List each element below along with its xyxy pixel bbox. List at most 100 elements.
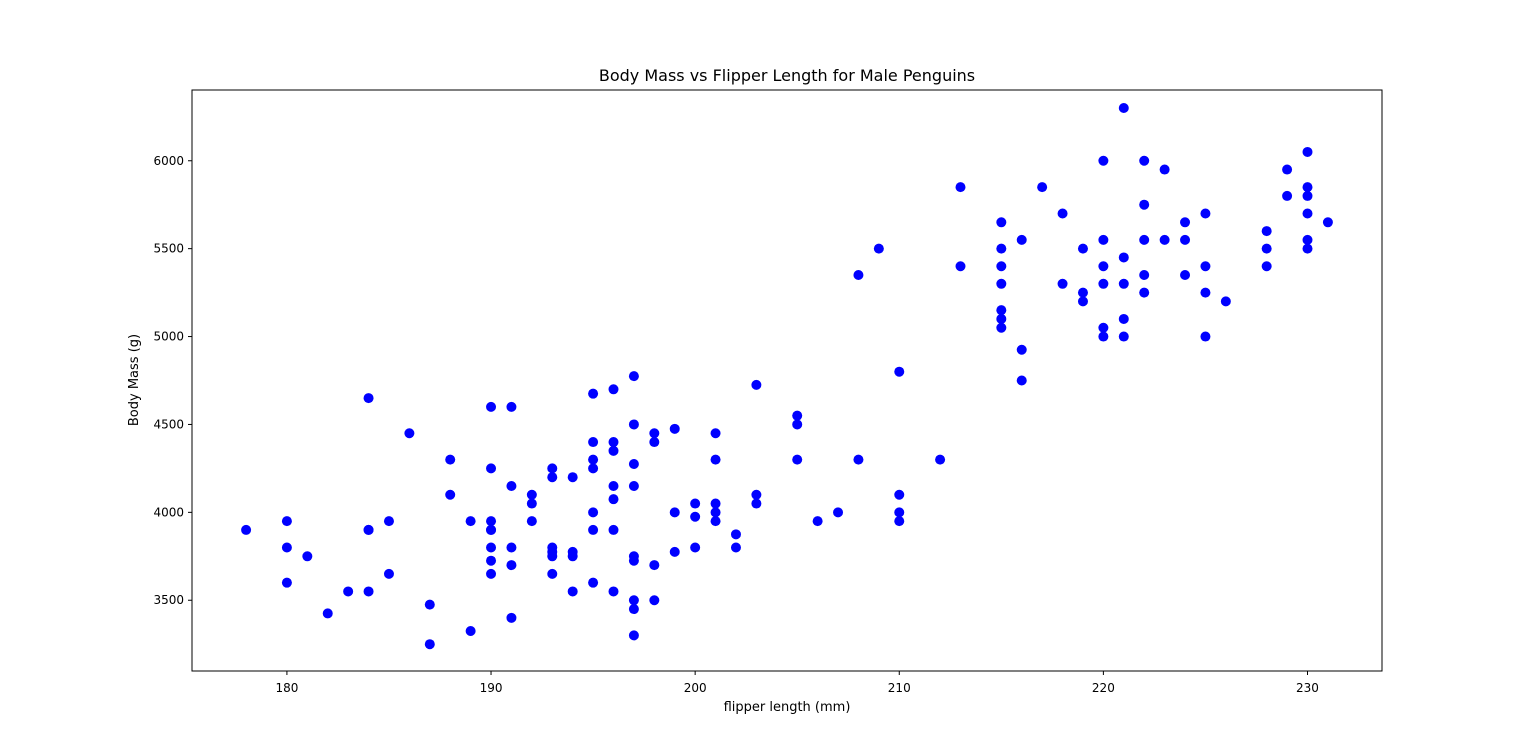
data-point xyxy=(710,516,721,527)
data-point xyxy=(935,454,946,465)
data-point xyxy=(669,507,680,518)
data-point xyxy=(1098,261,1109,272)
x-tick-label: 180 xyxy=(275,681,298,695)
data-point xyxy=(486,568,497,579)
data-point xyxy=(608,524,619,535)
data-point xyxy=(1118,331,1129,342)
data-point xyxy=(1200,208,1211,219)
data-point xyxy=(996,322,1007,333)
data-point xyxy=(1282,190,1293,201)
data-point xyxy=(1118,278,1129,289)
data-point xyxy=(792,454,803,465)
data-point xyxy=(322,608,333,619)
data-point xyxy=(1098,234,1109,245)
points-layer xyxy=(241,103,1333,650)
data-point xyxy=(363,393,374,404)
data-point xyxy=(567,551,578,562)
y-tick-label: 4500 xyxy=(153,417,184,431)
data-point xyxy=(730,529,741,540)
data-point xyxy=(1200,331,1211,342)
data-point xyxy=(1098,331,1109,342)
data-point xyxy=(1139,155,1150,166)
data-point xyxy=(608,384,619,395)
data-point xyxy=(424,599,435,610)
data-point xyxy=(588,454,599,465)
y-tick-label: 4000 xyxy=(153,505,184,519)
data-point xyxy=(1302,182,1313,193)
data-point xyxy=(792,419,803,430)
y-axis-label: Body Mass (g) xyxy=(127,334,142,426)
data-point xyxy=(1159,234,1170,245)
data-point xyxy=(506,542,517,553)
data-point xyxy=(628,480,639,491)
data-point xyxy=(1139,287,1150,298)
data-point xyxy=(588,463,599,474)
data-point xyxy=(649,595,660,606)
data-point xyxy=(547,472,558,483)
data-point xyxy=(486,463,497,474)
data-point xyxy=(853,270,864,281)
data-point xyxy=(241,524,252,535)
data-point xyxy=(526,498,537,509)
data-point xyxy=(506,612,517,623)
data-point xyxy=(1139,199,1150,210)
data-point xyxy=(465,516,476,527)
data-point xyxy=(1302,146,1313,157)
data-point xyxy=(996,278,1007,289)
data-point xyxy=(608,480,619,491)
data-point xyxy=(1180,217,1191,228)
data-point xyxy=(608,437,619,448)
data-point xyxy=(486,516,497,527)
data-point xyxy=(996,261,1007,272)
data-point xyxy=(588,577,599,588)
data-point xyxy=(812,516,823,527)
data-point xyxy=(445,489,456,500)
data-point xyxy=(526,489,537,500)
data-point xyxy=(588,437,599,448)
data-point xyxy=(404,428,415,439)
data-point xyxy=(1118,252,1129,263)
data-point xyxy=(343,586,354,597)
data-point xyxy=(751,498,762,509)
data-point xyxy=(894,516,905,527)
data-point xyxy=(669,423,680,434)
data-point xyxy=(649,428,660,439)
data-point xyxy=(1016,234,1027,245)
data-point xyxy=(608,494,619,505)
data-point xyxy=(363,524,374,535)
data-point xyxy=(628,595,639,606)
x-tick-label: 210 xyxy=(888,681,911,695)
data-point xyxy=(1159,164,1170,175)
data-point xyxy=(588,507,599,518)
data-point xyxy=(730,542,741,553)
data-point xyxy=(894,489,905,500)
data-point xyxy=(1098,155,1109,166)
data-point xyxy=(690,542,701,553)
data-point xyxy=(649,437,660,448)
data-point xyxy=(486,401,497,412)
data-point xyxy=(547,568,558,579)
x-axis-label: flipper length (mm) xyxy=(724,700,851,715)
data-point xyxy=(486,524,497,535)
data-point xyxy=(1302,190,1313,201)
data-point xyxy=(1220,296,1231,307)
data-point xyxy=(996,217,1007,228)
data-point xyxy=(710,498,721,509)
x-ticks: 180 190 200 210 220 230 xyxy=(275,671,1319,695)
data-point xyxy=(628,555,639,566)
data-point xyxy=(628,419,639,430)
data-point xyxy=(1302,208,1313,219)
data-point xyxy=(608,445,619,456)
data-point xyxy=(547,551,558,562)
y-tick-label: 6000 xyxy=(153,154,184,168)
data-point xyxy=(1016,375,1027,386)
data-point xyxy=(486,542,497,553)
data-point xyxy=(1098,278,1109,289)
plot-frame xyxy=(191,89,1383,672)
data-point xyxy=(894,366,905,377)
x-tick-label: 220 xyxy=(1092,681,1115,695)
data-point xyxy=(996,305,1007,316)
data-point xyxy=(1322,217,1333,228)
y-ticks: 3500 4000 4500 5000 5500 6000 xyxy=(153,154,192,607)
data-point xyxy=(873,243,884,254)
